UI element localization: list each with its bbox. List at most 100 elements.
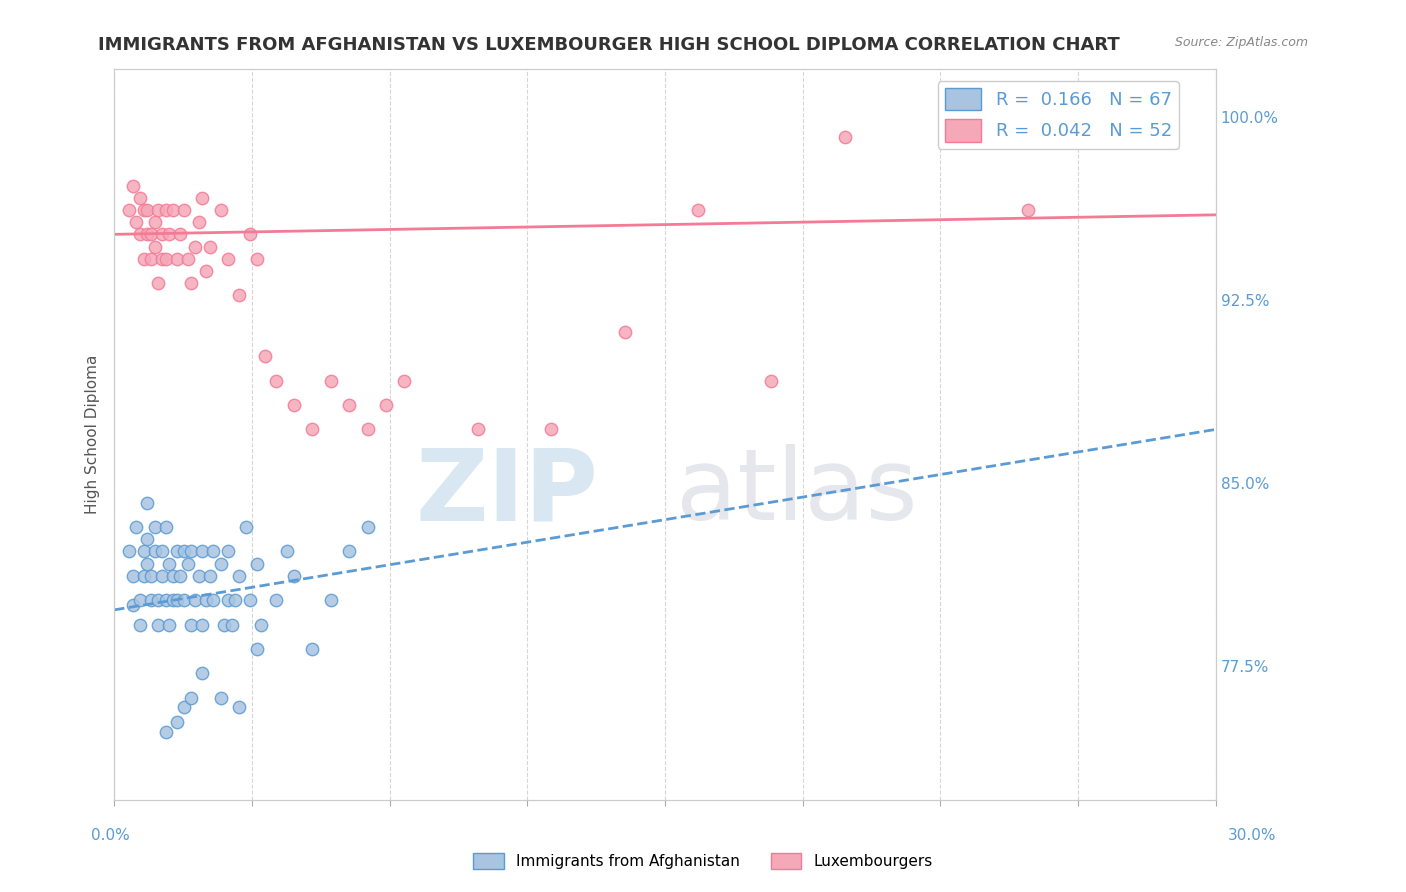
Point xyxy=(139,568,162,582)
Point xyxy=(194,593,217,607)
Point xyxy=(187,215,209,229)
Point xyxy=(540,422,562,436)
Point xyxy=(162,202,184,217)
Point xyxy=(184,593,207,607)
Point xyxy=(209,557,232,571)
Point xyxy=(202,544,225,558)
Legend: R =  0.166   N = 67, R =  0.042   N = 52: R = 0.166 N = 67, R = 0.042 N = 52 xyxy=(938,81,1180,149)
Point xyxy=(128,191,150,205)
Point xyxy=(301,422,323,436)
Point xyxy=(202,593,225,607)
Point xyxy=(150,227,173,242)
Point xyxy=(356,422,378,436)
Point xyxy=(180,276,202,290)
Point xyxy=(162,593,184,607)
Text: Source: ZipAtlas.com: Source: ZipAtlas.com xyxy=(1174,36,1308,49)
Point xyxy=(187,568,209,582)
Point xyxy=(148,202,170,217)
Point xyxy=(136,495,159,509)
Point xyxy=(148,617,170,632)
Point xyxy=(191,191,214,205)
Point xyxy=(118,202,141,217)
Point xyxy=(209,690,232,705)
Point xyxy=(155,252,177,266)
Point xyxy=(173,700,195,714)
Point xyxy=(228,568,250,582)
Point xyxy=(276,544,298,558)
Point xyxy=(169,568,191,582)
Point xyxy=(246,557,269,571)
Point xyxy=(155,724,177,739)
Point xyxy=(139,593,162,607)
Point xyxy=(155,593,177,607)
Point xyxy=(118,544,141,558)
Point xyxy=(166,252,188,266)
Text: 30.0%: 30.0% xyxy=(1229,828,1277,843)
Point xyxy=(319,593,342,607)
Legend: Immigrants from Afghanistan, Luxembourgers: Immigrants from Afghanistan, Luxembourge… xyxy=(467,847,939,875)
Point xyxy=(337,544,360,558)
Point xyxy=(191,617,214,632)
Point xyxy=(224,593,246,607)
Text: atlas: atlas xyxy=(676,444,918,541)
Point xyxy=(319,374,342,388)
Point xyxy=(166,544,188,558)
Point xyxy=(150,252,173,266)
Point xyxy=(228,288,250,302)
Point xyxy=(157,617,180,632)
Point xyxy=(136,202,159,217)
Point xyxy=(132,202,155,217)
Point xyxy=(283,568,305,582)
Point xyxy=(180,690,202,705)
Point xyxy=(217,252,239,266)
Point xyxy=(217,593,239,607)
Point xyxy=(139,252,162,266)
Point xyxy=(139,227,162,242)
Point xyxy=(191,666,214,681)
Point xyxy=(301,641,323,656)
Point xyxy=(169,227,191,242)
Point xyxy=(148,593,170,607)
Point xyxy=(217,544,239,558)
Point xyxy=(121,178,143,193)
Point xyxy=(136,227,159,242)
Point xyxy=(121,598,143,612)
Point xyxy=(132,544,155,558)
Point xyxy=(176,252,198,266)
Point xyxy=(221,617,243,632)
Point xyxy=(184,239,207,253)
Point xyxy=(198,239,221,253)
Point xyxy=(136,532,159,546)
Point xyxy=(143,215,166,229)
Point xyxy=(162,568,184,582)
Point xyxy=(180,544,202,558)
Point xyxy=(136,557,159,571)
Point xyxy=(173,544,195,558)
Point xyxy=(157,557,180,571)
Point xyxy=(246,252,269,266)
Point xyxy=(143,239,166,253)
Point xyxy=(148,276,170,290)
Point xyxy=(209,202,232,217)
Point xyxy=(180,617,202,632)
Point xyxy=(166,714,188,729)
Point xyxy=(1017,202,1039,217)
Point xyxy=(194,264,217,278)
Point xyxy=(132,568,155,582)
Point xyxy=(374,398,396,412)
Point xyxy=(143,544,166,558)
Point xyxy=(155,520,177,534)
Point xyxy=(150,568,173,582)
Point xyxy=(246,641,269,656)
Text: ZIP: ZIP xyxy=(416,444,599,541)
Point xyxy=(121,568,143,582)
Point xyxy=(128,617,150,632)
Point xyxy=(155,202,177,217)
Point xyxy=(132,252,155,266)
Point xyxy=(128,227,150,242)
Y-axis label: High School Diploma: High School Diploma xyxy=(86,355,100,514)
Point xyxy=(239,227,262,242)
Point xyxy=(191,544,214,558)
Point xyxy=(143,520,166,534)
Text: IMMIGRANTS FROM AFGHANISTAN VS LUXEMBOURGER HIGH SCHOOL DIPLOMA CORRELATION CHAR: IMMIGRANTS FROM AFGHANISTAN VS LUXEMBOUR… xyxy=(98,36,1121,54)
